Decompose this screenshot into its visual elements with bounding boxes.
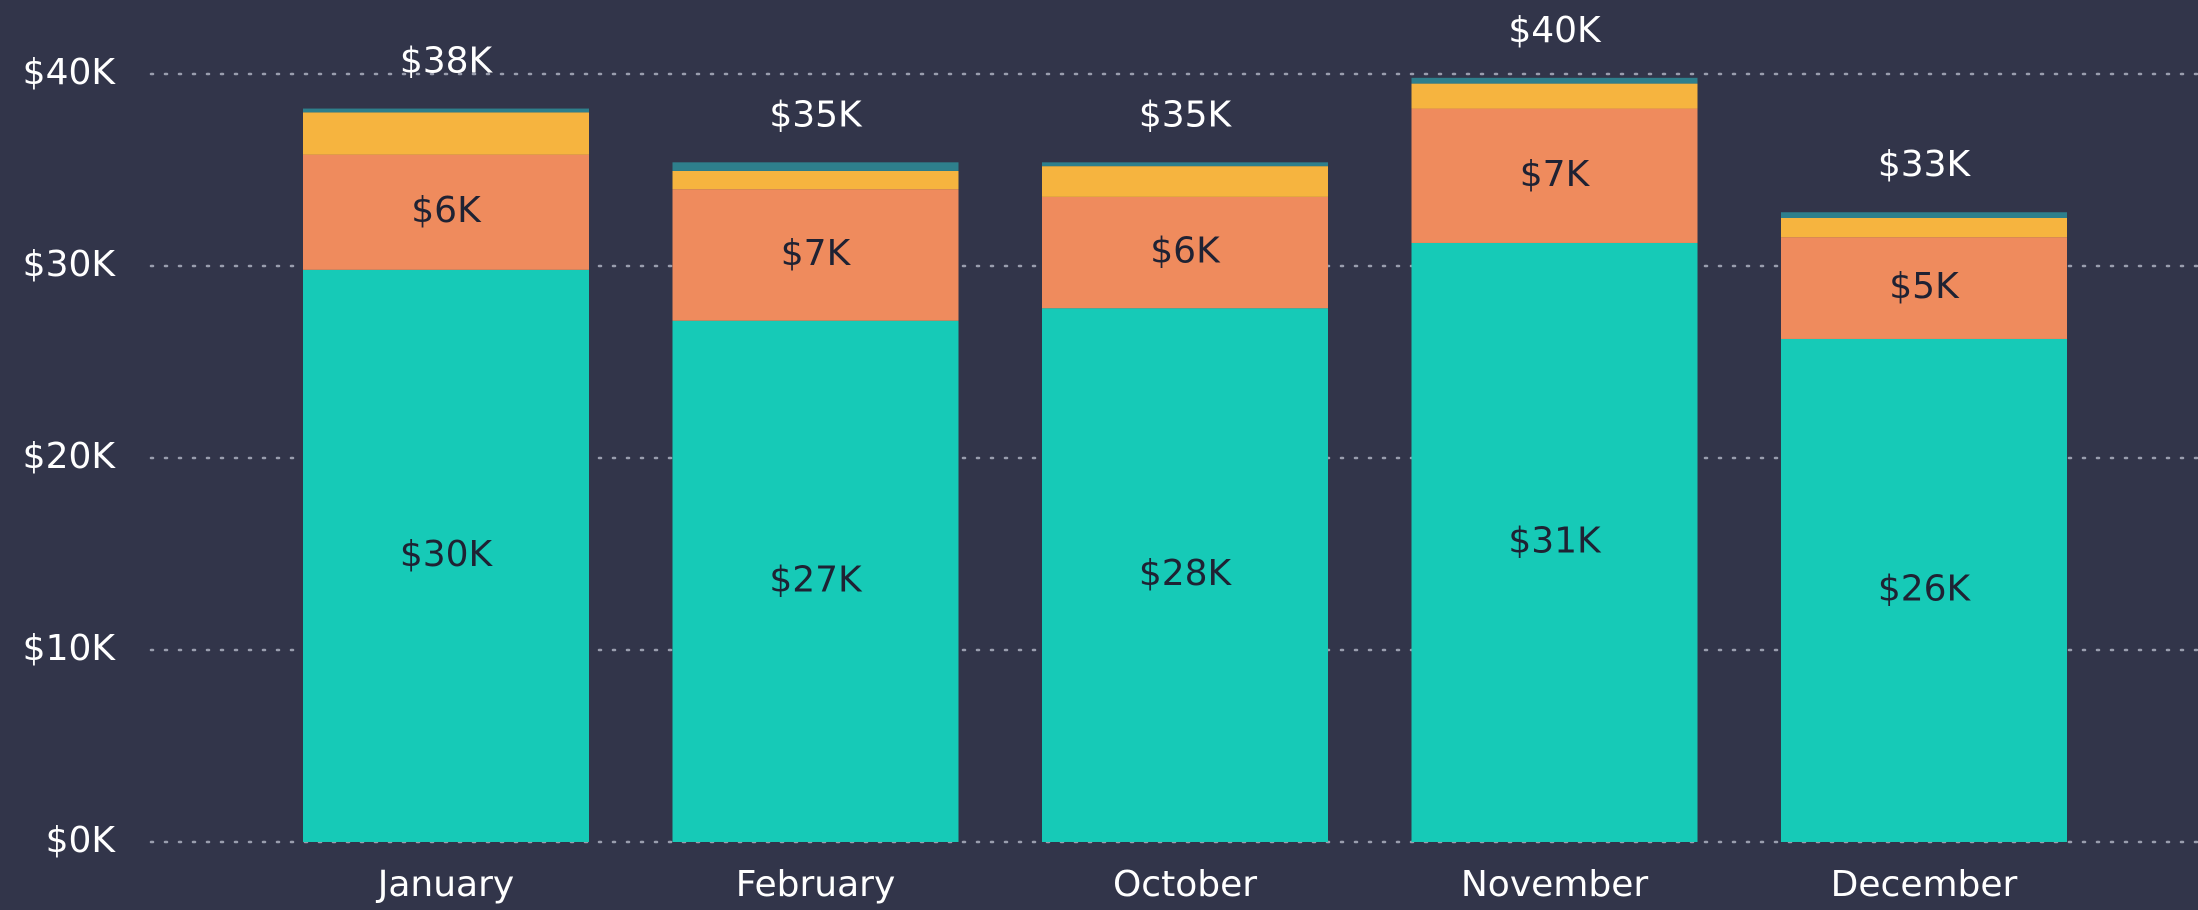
segment-label: $26K	[1878, 568, 1972, 609]
x-tick-label: October	[1113, 864, 1257, 905]
bar-segment	[1411, 77, 1698, 84]
total-label: $33K	[1878, 144, 1972, 185]
segment-label: $5K	[1889, 266, 1960, 307]
x-tick-label: December	[1831, 864, 2018, 905]
bars	[303, 77, 2067, 843]
bar-segment	[1411, 83, 1698, 109]
x-tick-label: February	[736, 864, 896, 905]
segment-label: $7K	[1520, 154, 1591, 195]
bar-segment	[1042, 308, 1328, 842]
bar-segment	[1411, 242, 1698, 842]
segment-label: $27K	[769, 559, 863, 600]
y-tick-label: $40K	[23, 52, 117, 93]
x-tick-label: January	[376, 864, 514, 905]
x-tick-label: November	[1461, 864, 1648, 905]
bar-segment	[1781, 218, 2067, 238]
bar-segment	[672, 189, 959, 321]
bar-segment	[1042, 166, 1328, 197]
bar-segment	[672, 320, 959, 843]
bar-segment	[303, 269, 589, 843]
total-label: $38K	[400, 41, 494, 82]
y-tick-label: $0K	[46, 820, 117, 861]
segment-label: $6K	[1150, 231, 1221, 272]
bar-segment	[1781, 212, 2067, 218]
bar-segment	[1781, 237, 2067, 339]
y-tick-label: $20K	[23, 436, 117, 477]
segment-label: $30K	[400, 534, 494, 575]
segment-label: $28K	[1139, 553, 1233, 594]
y-tick-label: $30K	[23, 244, 117, 285]
bar-segment	[1411, 108, 1698, 243]
bar-segment	[672, 162, 959, 171]
segment-label: $7K	[781, 233, 852, 274]
total-label: $40K	[1508, 10, 1602, 51]
bar-segment	[303, 108, 589, 113]
segment-label: $6K	[411, 190, 482, 231]
labels: $0K $10K $20K $30K $40K January $30K $6K $38K Feb…	[23, 10, 2018, 905]
bar-segment	[303, 154, 589, 270]
bar-segment	[1042, 162, 1328, 167]
bar-segment	[303, 112, 589, 155]
segment-label: $31K	[1508, 520, 1602, 561]
bar-segment	[1042, 196, 1328, 309]
y-tick-label: $10K	[23, 628, 117, 669]
bar-segment	[1781, 338, 2067, 842]
bar-segment	[672, 170, 959, 190]
total-label: $35K	[1139, 94, 1233, 135]
total-label: $35K	[769, 94, 863, 135]
